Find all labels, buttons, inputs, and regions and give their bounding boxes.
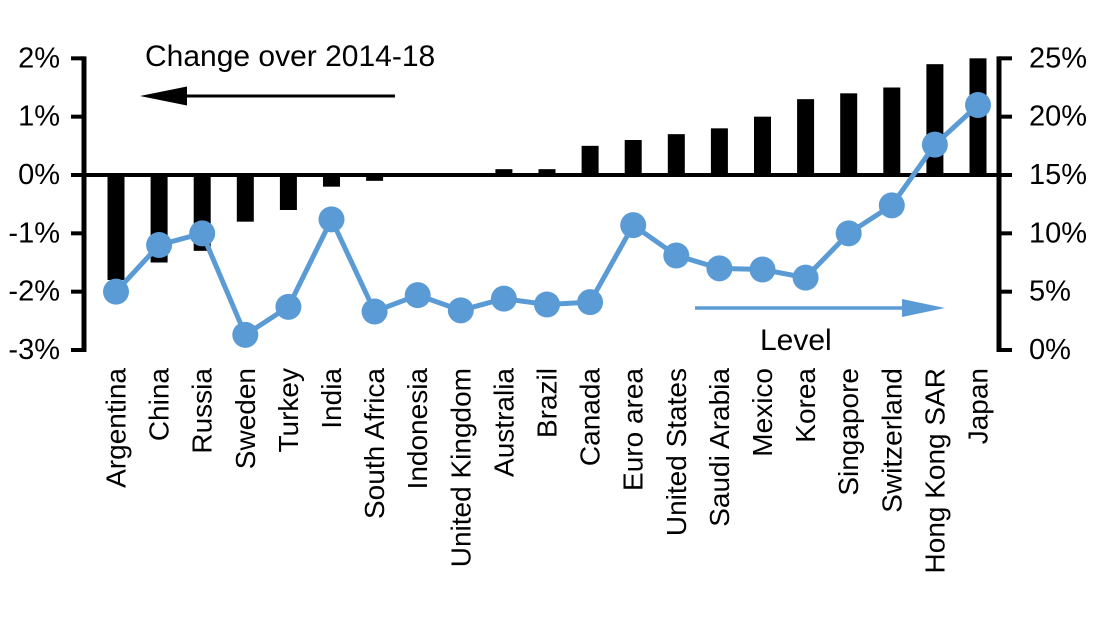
- category-label-indonesia: Indonesia: [402, 368, 433, 490]
- category-label-australia: Australia: [488, 368, 519, 477]
- level-marker-japan: [965, 91, 991, 118]
- change-arrow-left-icon: [140, 86, 395, 106]
- left-axis-tick-label: -3%: [8, 334, 60, 366]
- left-axis-tick-label: -1%: [8, 217, 60, 249]
- bar-united-states: [667, 134, 685, 175]
- level-marker-india: [318, 206, 345, 233]
- level-marker-russia: [189, 220, 216, 247]
- level-marker-hong-kong-sar: [921, 131, 948, 158]
- category-label-singapore: Singapore: [833, 368, 864, 496]
- right-axis-tick-label: 10%: [1029, 217, 1087, 249]
- right-axis-tick-label: 0%: [1029, 334, 1071, 366]
- level-marker-australia: [490, 285, 517, 312]
- category-label-turkey: Turkey: [273, 368, 304, 453]
- bar-saudi-arabia: [710, 128, 728, 175]
- left-axis-tick-label: 1%: [18, 101, 60, 133]
- level-marker-sweden: [232, 321, 259, 348]
- category-label-india: India: [316, 368, 347, 429]
- level-marker-mexico: [749, 256, 776, 283]
- bar-singapore: [840, 93, 858, 175]
- category-label-mexico: Mexico: [747, 368, 778, 457]
- level-marker-argentina: [103, 278, 129, 305]
- right-axis-tick-label: 20%: [1029, 101, 1087, 133]
- bar-canada: [581, 145, 599, 175]
- category-label-canada: Canada: [575, 368, 606, 467]
- bar-hong-kong-sar: [926, 64, 944, 175]
- level-marker-canada: [577, 289, 604, 316]
- category-label-hong-kong-sar: Hong Kong SAR: [919, 368, 950, 573]
- category-label-united-states: United States: [661, 368, 692, 536]
- category-label-sweden: Sweden: [230, 368, 261, 469]
- bar-brazil: [538, 169, 556, 175]
- category-label-euro-area: Euro area: [618, 368, 649, 491]
- level-marker-singapore: [835, 220, 862, 247]
- category-label-argentina: Argentina: [101, 368, 132, 488]
- line-series-label: Level: [760, 324, 832, 357]
- chart-generated-content: 2% 1% 0% -1% -2% -3% 25% 20% 15% 10% 5% 0% Argentina…: [8, 42, 1087, 573]
- right-axis-tick-label: 15%: [1029, 159, 1087, 191]
- right-axis-tick-label: 25%: [1029, 42, 1087, 74]
- level-marker-switzerland: [878, 192, 905, 219]
- bar-india: [323, 175, 340, 187]
- category-label-saudi-arabia: Saudi Arabia: [704, 368, 735, 527]
- category-label-switzerland: Switzerland: [876, 368, 907, 513]
- bar-korea: [797, 99, 815, 175]
- category-label-united-kingdom: United Kingdom: [445, 368, 476, 567]
- level-marker-china: [146, 231, 173, 258]
- level-marker-euro-area: [620, 212, 647, 239]
- level-marker-united-states: [663, 242, 690, 269]
- category-label-brazil: Brazil: [532, 368, 563, 438]
- category-label-south-africa: South Africa: [359, 368, 390, 519]
- bar-argentina: [107, 175, 125, 280]
- bar-mexico: [754, 116, 771, 175]
- bar-switzerland: [883, 87, 901, 175]
- right-axis-tick-label: 5%: [1029, 276, 1071, 308]
- level-marker-brazil: [534, 291, 560, 318]
- level-marker-turkey: [275, 293, 302, 320]
- level-marker-saudi-arabia: [706, 255, 733, 282]
- level-marker-indonesia: [404, 282, 431, 309]
- level-marker-south-africa: [361, 298, 388, 325]
- category-label-china: China: [144, 368, 175, 442]
- level-arrow-right-icon: [695, 299, 945, 317]
- bar-series-label: Change over 2014-18: [145, 40, 435, 73]
- bar-australia: [495, 169, 513, 175]
- bar-sweden: [236, 175, 254, 222]
- left-axis-tick-label: -2%: [8, 276, 60, 308]
- level-marker-united-kingdom: [447, 297, 474, 324]
- category-label-korea: Korea: [790, 368, 821, 443]
- category-label-russia: Russia: [187, 368, 218, 454]
- bar-south-africa: [366, 175, 384, 181]
- left-axis-tick-label: 2%: [18, 42, 60, 74]
- category-label-japan: Japan: [963, 368, 994, 444]
- bar-euro-area: [624, 140, 642, 175]
- bar-turkey: [279, 175, 297, 210]
- level-marker-korea: [792, 264, 819, 291]
- left-axis-tick-label: 0%: [18, 159, 60, 191]
